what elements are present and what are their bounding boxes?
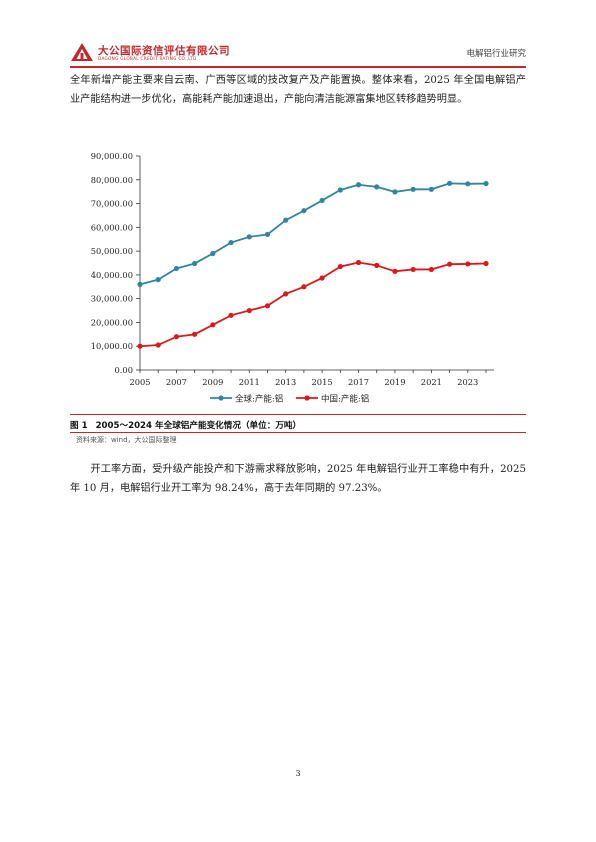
series-line-2: [139, 261, 487, 348]
y-axis-tick-label: 60,000.00: [91, 222, 133, 232]
data-point: [374, 184, 380, 190]
data-point: [355, 259, 362, 266]
x-axis-tick-label: 2009: [202, 377, 223, 387]
data-point: [446, 261, 453, 267]
header-divider: [70, 66, 526, 68]
figure-number: 图 1: [70, 421, 88, 431]
data-point: [173, 265, 180, 272]
figure-caption: 图 1 2005～2024 年全球铝产能变化情况（单位：万吨）: [70, 419, 301, 431]
data-point: [428, 186, 434, 192]
data-point: [137, 343, 143, 349]
series-line-1: [139, 182, 487, 286]
company-name: 大公国际资信评估有限公司: [98, 45, 230, 57]
data-point: [192, 331, 198, 337]
figure-source: 资料来源：wind，大公国际整理: [76, 436, 177, 444]
data-point: [283, 217, 289, 223]
data-point: [337, 187, 343, 193]
data-point: [155, 342, 161, 348]
data-point: [210, 322, 216, 328]
legend-marker: [304, 395, 310, 401]
legend-label: 全球:产能:铝: [235, 394, 283, 405]
body-paragraph-capacity: 全年新增产能主要来自云南、广西等区域的技改复产及产能置换。整体来看，2025 年…: [70, 75, 526, 105]
x-axis-tick-label: 2015: [312, 377, 333, 387]
data-point: [319, 275, 325, 281]
data-point: [465, 261, 471, 267]
data-point: [283, 291, 289, 297]
data-point: [465, 181, 471, 187]
dagong-logo-icon: [71, 43, 93, 61]
figure-caption-top-rule: [70, 414, 526, 415]
y-axis-tick-label: 50,000.00: [91, 246, 133, 256]
data-point: [228, 312, 234, 318]
capacity-line-chart: 0.00 10,000.00 20,000.00 30,000.00 40,000.00…: [91, 151, 494, 405]
data-point: [192, 260, 198, 267]
y-axis-tick-label: 80,000.00: [91, 175, 133, 185]
report-title: 电解铝行业研究: [466, 49, 526, 59]
body-paragraph-utilization: 开工率方面，受升级产能投产和下游需求释放影响，2025 年电解铝行业开工率稳中有…: [70, 464, 526, 494]
y-axis-tick-label: 30,000.00: [91, 294, 133, 304]
page-header: 大公国际资信评估有限公司 DAGONG GLOBAL CREDIT RATING…: [70, 40, 526, 64]
figure-caption-bottom-rule: [70, 432, 526, 433]
data-point: [173, 334, 180, 340]
x-axis-tick-label: 2011: [239, 377, 260, 387]
y-axis-tick-label: 90,000.00: [91, 151, 133, 161]
data-point: [246, 307, 252, 314]
data-point: [483, 180, 489, 187]
data-point: [446, 180, 453, 186]
data-point: [246, 234, 252, 240]
data-point: [410, 266, 416, 273]
x-axis-tick-label: 2021: [421, 377, 442, 387]
legend-label: 中国:产能:铝: [321, 394, 369, 405]
data-point: [301, 284, 307, 290]
data-point: [264, 231, 271, 238]
page-number: 3: [295, 769, 301, 778]
x-axis-tick-label: 2005: [129, 377, 150, 387]
data-point: [155, 277, 161, 283]
data-point: [355, 182, 362, 188]
data-point: [483, 260, 489, 267]
y-axis-tick-label: 0.00: [115, 365, 133, 375]
data-point: [410, 186, 416, 192]
data-point: [228, 239, 234, 246]
data-point: [301, 208, 307, 214]
data-point: [392, 189, 398, 195]
x-axis-tick-label: 2023: [457, 377, 478, 387]
y-axis-tick-label: 70,000.00: [91, 199, 133, 209]
data-point: [374, 262, 380, 268]
data-point: [392, 268, 398, 274]
y-axis-tick-label: 10,000.00: [91, 341, 133, 351]
x-axis-tick-label: 2013: [275, 377, 296, 387]
data-point: [319, 197, 325, 204]
data-point: [210, 250, 216, 257]
company-name-english: DAGONG GLOBAL CREDIT RATING CO.,LTD: [98, 56, 197, 61]
data-point: [337, 263, 343, 270]
data-point: [428, 266, 434, 273]
y-axis-tick-label: 20,000.00: [91, 317, 133, 327]
data-point: [137, 281, 143, 287]
y-axis-tick-label: 40,000.00: [91, 270, 133, 280]
legend-marker: [218, 395, 224, 401]
x-axis-tick-label: 2007: [166, 377, 187, 387]
x-axis-tick-label: 2017: [348, 377, 369, 387]
data-point: [264, 303, 271, 309]
x-axis-tick-label: 2019: [384, 377, 405, 387]
figure-title: 2005～2024 年全球铝产能变化情况（单位：万吨）: [95, 421, 302, 431]
